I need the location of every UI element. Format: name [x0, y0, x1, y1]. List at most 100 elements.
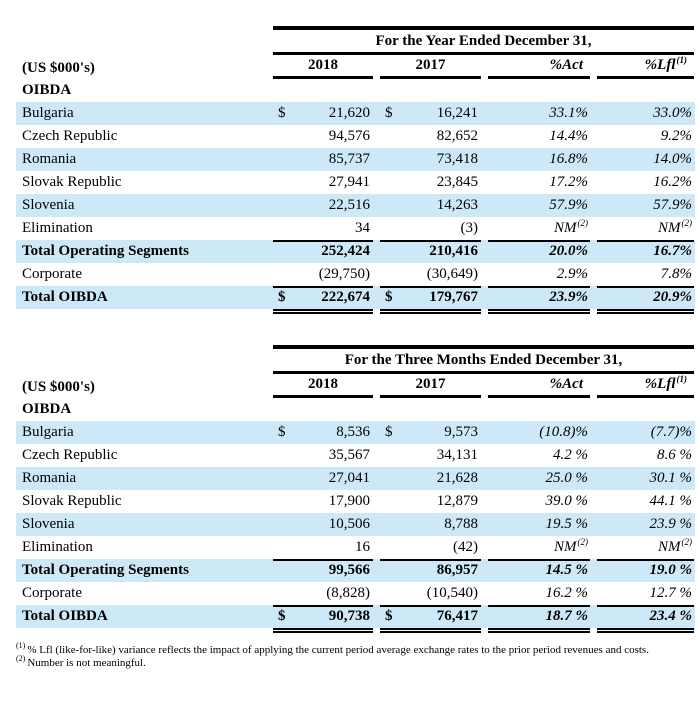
- column-header-2018: 2018: [273, 376, 373, 398]
- row-label: Total Operating Segments: [22, 243, 189, 259]
- row-label: Romania: [22, 470, 77, 486]
- value-2017: $76,417: [380, 605, 481, 633]
- footnote-ref-2: (2): [681, 218, 693, 228]
- pct-lfl-value: 20.9%: [597, 286, 694, 314]
- row-label: Slovak Republic: [22, 493, 122, 509]
- table-row: Slovenia 22,516 14,263 57.9% 57.9%: [16, 194, 695, 217]
- value-2018: 252,424: [273, 240, 373, 263]
- table-row: Slovak Republic 27,941 23,845 17.2% 16.2…: [16, 171, 695, 194]
- pct-act-value: NM(2): [488, 217, 590, 242]
- table-row: Bulgaria $8,536 $9,573 (10.8)% (7.7)%: [16, 421, 695, 444]
- pct-act-value: 18.7 %: [488, 605, 590, 633]
- period-header: For the Three Months Ended December 31,: [273, 345, 694, 374]
- row-label: Bulgaria: [22, 424, 74, 440]
- value-2017: (3): [380, 217, 481, 242]
- amount: (3): [460, 220, 479, 236]
- value-2018: 27,041: [273, 467, 373, 490]
- amount: 16,241: [436, 105, 478, 121]
- pct-act-value: 39.0 %: [545, 493, 589, 509]
- section-label: OIBDA: [22, 82, 72, 98]
- column-header-2017: 2017: [380, 57, 481, 79]
- pct-act-value: 4.2 %: [553, 447, 588, 463]
- row-label: Bulgaria: [22, 105, 74, 121]
- footnote-1: (1)% Lfl (like-for-like) variance reflec…: [16, 642, 700, 656]
- value-2018: 27,941: [273, 171, 373, 194]
- table-row: Corporate (8,828) (10,540) 16.2 % 12.7 %: [16, 582, 695, 607]
- table-row-total-segments: Total Operating Segments 252,424 210,416…: [16, 240, 695, 263]
- pct-lfl-value: 57.9%: [653, 197, 692, 213]
- row-label: Czech Republic: [22, 447, 118, 463]
- row-label: Corporate: [22, 266, 82, 282]
- nm-label: NM: [554, 220, 577, 236]
- pct-act-value: NM(2): [488, 536, 590, 561]
- amount: 35,567: [328, 447, 370, 463]
- amount: 27,041: [328, 470, 370, 486]
- footnotes: (1)% Lfl (like-for-like) variance reflec…: [16, 642, 700, 669]
- pct-lfl-value: NM(2): [597, 536, 694, 561]
- pct-lfl-value: 8.6 %: [657, 447, 692, 463]
- pct-lfl-value: 33.0%: [653, 105, 692, 121]
- amount: 23,845: [436, 174, 478, 190]
- value-2017: 8,788: [380, 513, 481, 536]
- pct-act-value: 14.5 %: [545, 562, 589, 578]
- amount: 34: [355, 220, 370, 236]
- amount: 17,900: [328, 493, 370, 509]
- column-header-pct-act: %Act: [488, 57, 590, 79]
- table-row-total-oibda: Total OIBDA $222,674 $179,767 23.9% 20.9…: [16, 286, 695, 314]
- pct-act-value: 2.9%: [488, 263, 590, 288]
- currency-symbol: $: [385, 608, 393, 624]
- nm-label: NM: [658, 539, 681, 555]
- pct-act-value: (10.8)%: [539, 424, 588, 440]
- pct-act-value: 25.0 %: [545, 470, 589, 486]
- value-2017: 210,416: [380, 240, 481, 263]
- amount: (10,540): [426, 585, 478, 601]
- column-header-2018: 2018: [273, 57, 373, 79]
- column-header-row: (US $000's) 2018 2017 %Act %Lfl(1): [16, 55, 695, 79]
- footnote-ref-1: (1): [676, 374, 688, 384]
- value-2017: $179,767: [380, 286, 481, 314]
- pct-act-value: 20.0%: [549, 243, 588, 259]
- value-2018: 16: [273, 536, 373, 561]
- value-2017: 21,628: [380, 467, 481, 490]
- footnote-ref-2: (2): [681, 537, 693, 547]
- pct-act-value: 23.9%: [488, 286, 590, 314]
- value-2018: $8,536: [273, 421, 373, 444]
- row-label: Elimination: [22, 220, 93, 236]
- amount: 85,737: [328, 151, 370, 167]
- value-2018: (8,828): [273, 582, 373, 607]
- oibda-quarter-table: For the Three Months Ended December 31, …: [16, 345, 695, 633]
- currency-symbol: $: [385, 289, 393, 305]
- row-label: Total OIBDA: [22, 289, 108, 305]
- nm-label: NM: [658, 220, 681, 236]
- period-header-row: For the Year Ended December 31,: [16, 26, 695, 55]
- footnote-2: (2) Number is not meaningful.: [16, 654, 700, 669]
- table-row-total-oibda: Total OIBDA $90,738 $76,417 18.7 % 23.4 …: [16, 605, 695, 633]
- value-2018: $222,674: [273, 286, 373, 314]
- amount: (29,750): [318, 266, 370, 282]
- value-2018: (29,750): [273, 263, 373, 288]
- period-header: For the Year Ended December 31,: [273, 26, 694, 55]
- pct-lfl-value: 23.9 %: [649, 516, 693, 532]
- amount: 8,788: [444, 516, 478, 532]
- pct-act-value: 57.9%: [549, 197, 588, 213]
- units-label: (US $000's): [22, 60, 95, 76]
- currency-symbol: $: [278, 608, 286, 624]
- pct-act-value: 14.4%: [549, 128, 588, 144]
- value-2018: 17,900: [273, 490, 373, 513]
- table-row: Elimination 34 (3) NM(2) NM(2): [16, 217, 695, 242]
- pct-lfl-label: %Lfl: [644, 376, 676, 392]
- amount: 179,767: [429, 289, 478, 305]
- column-header-pct-lfl: %Lfl(1): [597, 56, 694, 79]
- value-2018: 35,567: [273, 444, 373, 467]
- row-label: Czech Republic: [22, 128, 118, 144]
- value-2017: 34,131: [380, 444, 481, 467]
- footnote-2-marker: (2): [16, 654, 26, 664]
- amount: 14,263: [436, 197, 478, 213]
- amount: 73,418: [436, 151, 478, 167]
- pct-act-value: 19.5 %: [545, 516, 589, 532]
- table-row: Romania 27,041 21,628 25.0 % 30.1 %: [16, 467, 695, 490]
- amount: 94,576: [328, 128, 370, 144]
- amount: 16: [355, 539, 370, 555]
- pct-lfl-label: %Lfl: [644, 57, 676, 73]
- row-label: Romania: [22, 151, 77, 167]
